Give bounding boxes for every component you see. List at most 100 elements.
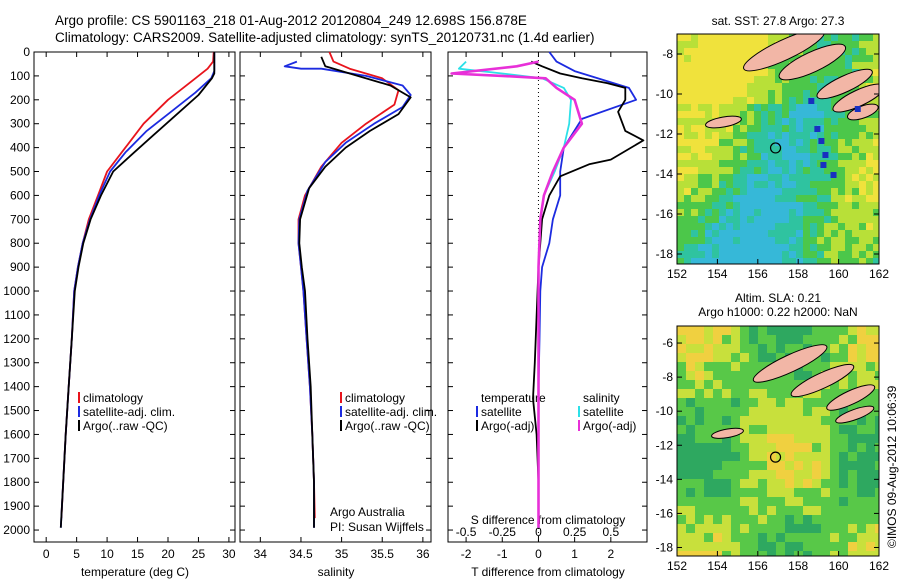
- map-cell: [830, 344, 839, 353]
- map-cell: [817, 41, 824, 48]
- map-cell: [761, 244, 768, 251]
- map-cell: [873, 118, 879, 125]
- map-cell: [857, 434, 866, 443]
- map-cell: [812, 479, 821, 488]
- map-cell: [754, 209, 761, 216]
- map-cell: [852, 244, 859, 251]
- map-cell: [866, 195, 873, 202]
- map-cell: [817, 216, 824, 223]
- sst-map-title: sat. SST: 27.8 Argo: 27.3: [712, 14, 845, 28]
- map-cell: [873, 139, 879, 146]
- map-cell: [859, 160, 866, 167]
- map-cell: [767, 326, 776, 335]
- map-cell: [677, 48, 684, 55]
- map-cell: [839, 551, 848, 556]
- map-cell: [796, 160, 803, 167]
- map-cell: [776, 434, 785, 443]
- map-cell: [754, 188, 761, 195]
- map-cell: [726, 34, 733, 41]
- map-cell: [740, 83, 747, 90]
- map-cell: [875, 515, 879, 524]
- map-cell: [705, 202, 712, 209]
- map-cell: [713, 407, 722, 416]
- map-cell: [873, 153, 879, 160]
- map-cell: [767, 497, 776, 506]
- map-cell: [852, 237, 859, 244]
- map-cell: [796, 237, 803, 244]
- map-cell: [803, 461, 812, 470]
- map-cell: [830, 461, 839, 470]
- map-cell: [857, 470, 866, 479]
- map-cell: [758, 434, 767, 443]
- map-cell: [754, 251, 761, 258]
- map-cell: [712, 216, 719, 223]
- map-cell: [719, 209, 726, 216]
- map-cell: [704, 362, 713, 371]
- map-cell: [796, 97, 803, 104]
- map-cell: [789, 195, 796, 202]
- map-cell: [733, 202, 740, 209]
- map-cell: [740, 515, 749, 524]
- map-cell: [831, 62, 838, 69]
- map-cell: [712, 209, 719, 216]
- map-cell: [789, 132, 796, 139]
- map-cell: [821, 488, 830, 497]
- map-cell: [677, 132, 684, 139]
- map-cell: [821, 461, 830, 470]
- map-cell: [824, 118, 831, 125]
- map-cell: [859, 41, 866, 48]
- map-cell: [754, 202, 761, 209]
- map-cell: [695, 533, 704, 542]
- map-cell: [789, 237, 796, 244]
- map-cell: [789, 153, 796, 160]
- map-cell: [824, 97, 831, 104]
- map-cell: [677, 362, 686, 371]
- map-cell: [767, 461, 776, 470]
- map-cell: [749, 515, 758, 524]
- map-cell: [839, 515, 848, 524]
- map-cell: [686, 371, 695, 380]
- map-cell: [677, 223, 684, 230]
- map-cell: [824, 258, 831, 264]
- map-cell: [740, 326, 749, 335]
- map-cell: [803, 407, 812, 416]
- map-cell: [873, 188, 879, 195]
- map-cell: [758, 461, 767, 470]
- map-cell: [754, 41, 761, 48]
- map-cell: [789, 55, 796, 62]
- depth-tick-label: 700: [10, 212, 30, 226]
- map-cell: [830, 326, 839, 335]
- map-cell: [733, 139, 740, 146]
- map-cell: [698, 202, 705, 209]
- map-cell: [857, 533, 866, 542]
- map-cell: [677, 76, 684, 83]
- map-cell: [768, 83, 775, 90]
- map-cell: [740, 497, 749, 506]
- map-cell: [873, 132, 879, 139]
- map-cell: [785, 398, 794, 407]
- temperature-xtick-label: 20: [161, 547, 175, 561]
- map-cell: [789, 244, 796, 251]
- map-cell: [684, 237, 691, 244]
- island-shape: [711, 427, 744, 439]
- map-cell: [712, 160, 719, 167]
- map-cell: [691, 251, 698, 258]
- map-cell: [713, 542, 722, 551]
- map-cell: [719, 48, 726, 55]
- map-cell: [794, 524, 803, 533]
- map-cell: [726, 230, 733, 237]
- map-cell: [859, 188, 866, 195]
- map-cell: [785, 515, 794, 524]
- map-cell: [698, 69, 705, 76]
- map-cell: [749, 371, 758, 380]
- map-cell: [845, 62, 852, 69]
- map-cell: [767, 335, 776, 344]
- map-cell: [722, 407, 731, 416]
- island-shape: [743, 34, 826, 72]
- map-cell: [852, 41, 859, 48]
- map-cell: [796, 216, 803, 223]
- map-cell: [873, 76, 879, 83]
- map-cell: [740, 362, 749, 371]
- map-cell: [830, 470, 839, 479]
- map-cell: [839, 542, 848, 551]
